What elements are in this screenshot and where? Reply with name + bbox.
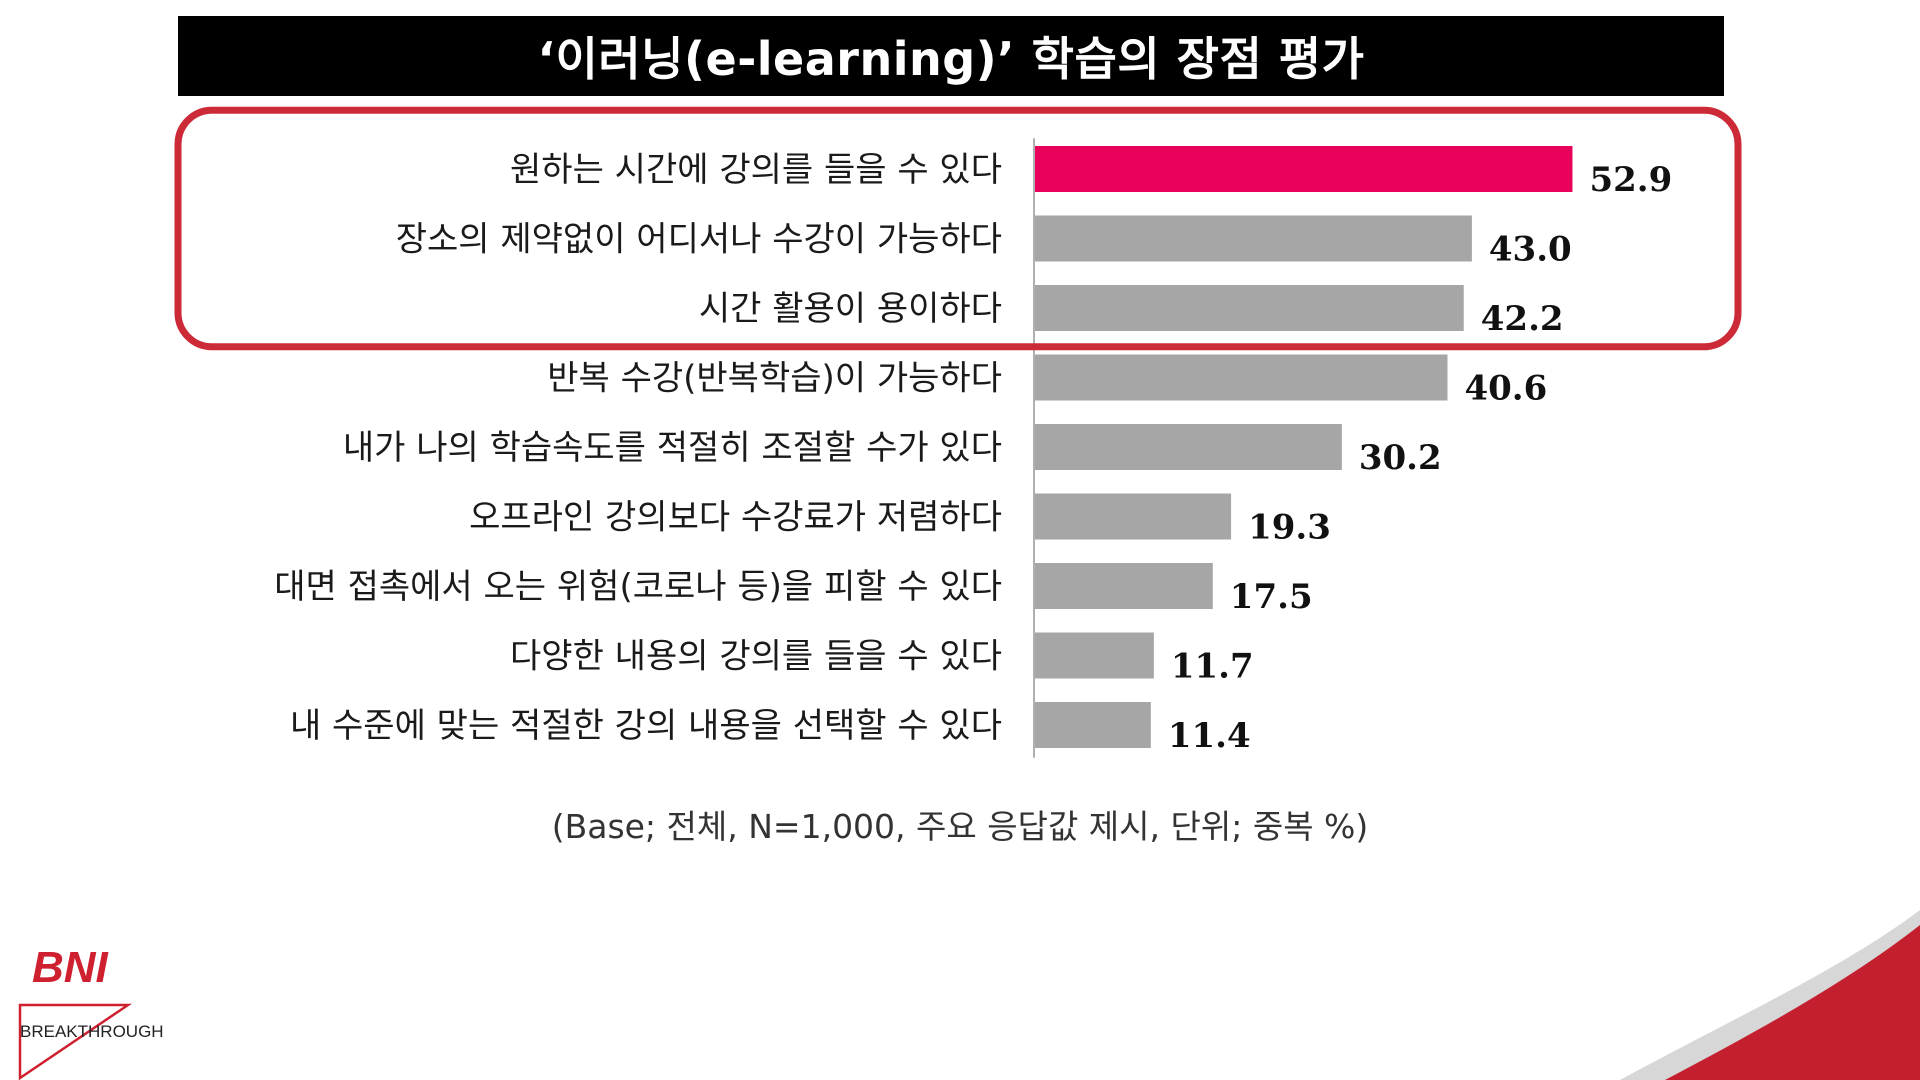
value-label-9: 11.4 [1168, 716, 1251, 756]
bar-6 [1035, 493, 1232, 540]
category-label-4: 반복 수강(반복학습)이 가능하다 [547, 359, 1002, 399]
bar-7 [1035, 563, 1213, 609]
category-label-2: 장소의 제약없이 어디서나 수강이 가능하다 [396, 220, 1002, 260]
bar-2 [1035, 215, 1472, 262]
base-note: (Base; 전체, N=1,000, 주요 응답값 제시, 단위; 중복 %) [551, 807, 1369, 846]
value-label-3: 42.2 [1481, 299, 1564, 339]
category-label-3: 시간 활용이 용이하다 [699, 289, 1002, 329]
category-label-5: 내가 나의 학습속도를 적절히 조절할 수가 있다 [343, 428, 1002, 468]
bar-9 [1035, 702, 1151, 748]
bar-8 [1035, 632, 1154, 679]
category-label-9: 내 수준에 맞는 적절한 강의 내용을 선택할 수 있다 [290, 706, 1002, 746]
bni-logo: BNI BREAKTHROUGH [18, 943, 164, 1080]
bar-3 [1035, 285, 1464, 331]
logo-triangle-icon [18, 1003, 133, 1080]
bar-4 [1035, 354, 1448, 401]
value-label-4: 40.6 [1464, 369, 1547, 409]
category-label-6: 오프라인 강의보다 수강료가 저렴하다 [469, 498, 1002, 538]
value-label-5: 30.2 [1359, 438, 1442, 478]
category-label-7: 대면 접촉에서 오는 위험(코로나 등)을 피할 수 있다 [274, 567, 1002, 607]
breakthrough-text: BREAKTHROUGH [20, 1022, 164, 1041]
bni-logo-text: BNI [32, 943, 109, 992]
corner-red-shape [1665, 925, 1920, 1080]
category-label-8: 다양한 내용의 강의를 들을 수 있다 [510, 637, 1002, 677]
value-label-6: 19.3 [1248, 508, 1331, 548]
category-label-1: 원하는 시간에 강의를 들을 수 있다 [510, 150, 1002, 190]
bar-1 [1035, 146, 1573, 192]
value-label-2: 43.0 [1489, 230, 1572, 270]
corner-decoration [1620, 910, 1920, 1080]
highlight-box [174, 106, 1742, 351]
value-label-8: 11.7 [1171, 647, 1254, 687]
bar-5 [1035, 424, 1342, 470]
chart-title: ‘이러닝(e-learning)’ 학습의 장점 평가 [178, 16, 1724, 96]
value-label-1: 52.9 [1589, 160, 1672, 200]
value-label-7: 17.5 [1230, 577, 1313, 617]
